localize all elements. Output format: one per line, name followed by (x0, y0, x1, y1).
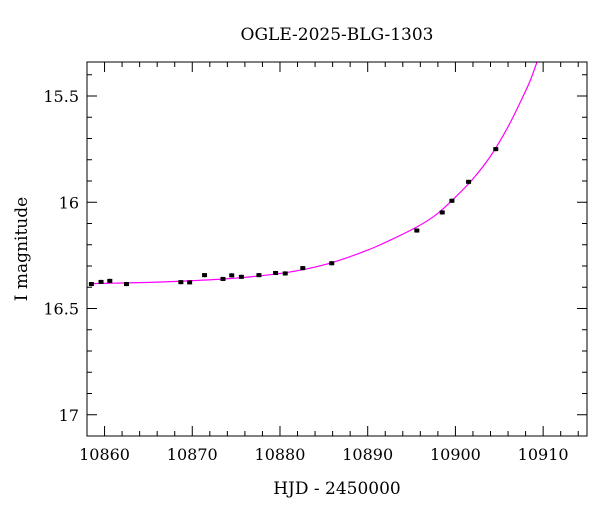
point-marker (202, 273, 208, 278)
model-curve (91, 62, 538, 285)
y-tick-label: 17 (59, 406, 79, 425)
data-point (466, 179, 472, 184)
point-marker (229, 273, 235, 278)
point-marker (187, 280, 193, 285)
data-point (329, 261, 335, 266)
data-point (493, 147, 499, 152)
data-point (178, 280, 184, 285)
point-marker (466, 179, 472, 184)
x-tick-label: 10860 (79, 445, 130, 464)
point-marker (414, 228, 420, 233)
data-point (202, 273, 208, 278)
data-point (256, 273, 262, 278)
point-marker (123, 282, 129, 287)
point-marker (493, 147, 499, 152)
axis-tick-labels: 10860 10870 10880 10890 10900 10910 15.5 16 16.5… (43, 87, 568, 464)
data-point (123, 281, 129, 287)
point-marker (178, 280, 184, 285)
chart-title: OGLE-2025-BLG-1303 (241, 25, 434, 45)
point-marker (220, 276, 226, 281)
data-point (238, 274, 244, 279)
data-point (439, 210, 445, 215)
data-point (273, 270, 279, 276)
data-point (220, 276, 226, 282)
point-marker (256, 273, 262, 278)
point-marker (300, 266, 306, 271)
y-axis-label: I magnitude (12, 197, 32, 301)
x-tick-label: 10890 (342, 445, 393, 464)
x-tick-label: 10910 (518, 445, 569, 464)
x-tick-label: 10880 (255, 445, 306, 464)
point-marker (329, 261, 335, 266)
point-marker (449, 198, 455, 203)
data-point (282, 271, 288, 276)
data-points (88, 147, 499, 287)
data-point (414, 228, 420, 233)
plot-frame (86, 61, 588, 437)
point-marker (88, 282, 94, 287)
point-marker (107, 278, 113, 283)
y-tick-label: 15.5 (43, 87, 79, 106)
data-point (88, 281, 94, 287)
point-marker (439, 210, 445, 215)
point-marker (282, 271, 288, 276)
point-marker (98, 279, 104, 284)
data-point (229, 273, 235, 278)
x-tick-label: 10900 (430, 445, 481, 464)
y-tick-label: 16.5 (43, 300, 79, 319)
point-marker (238, 274, 244, 279)
data-point (98, 279, 104, 285)
point-marker (273, 271, 279, 276)
x-tick-label: 10870 (167, 445, 218, 464)
data-point (187, 280, 193, 285)
data-point (107, 278, 113, 283)
y-tick-label: 16 (59, 193, 79, 212)
x-axis-label: HJD - 2450000 (273, 479, 401, 499)
data-point (300, 266, 306, 271)
plot-area (88, 62, 538, 287)
data-point (449, 198, 455, 203)
